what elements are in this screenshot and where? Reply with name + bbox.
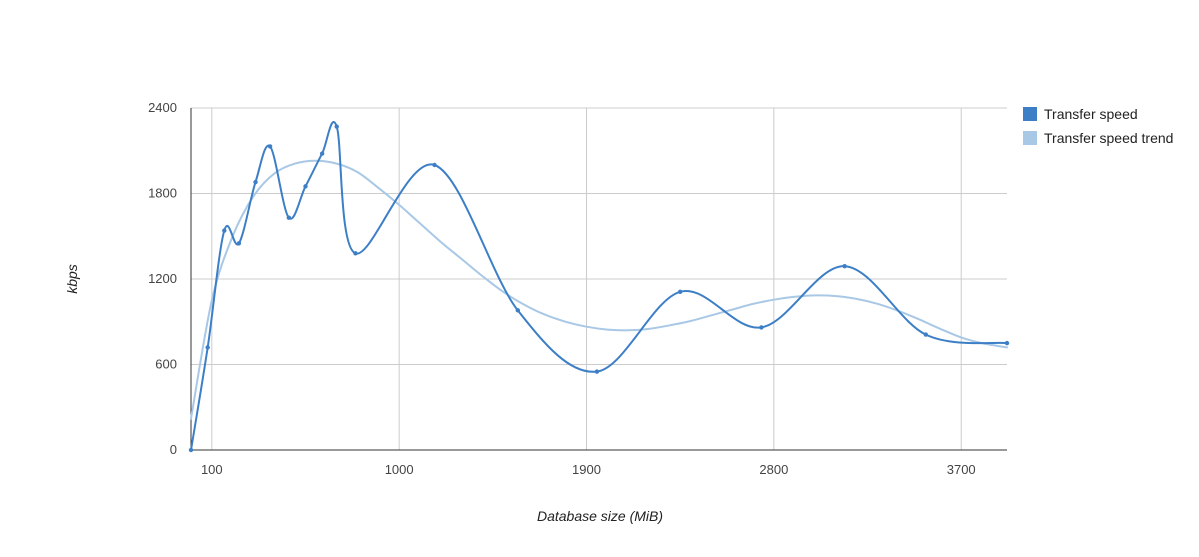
tick-labels: 0 600 1200 1800 2400 100 1000 1900 2800 3700 (148, 100, 976, 477)
transfer-speed-point (205, 345, 210, 350)
transfer-speed-point (1004, 340, 1010, 346)
x-tick-label: 1000 (385, 462, 414, 477)
transfer-speed-point (286, 215, 292, 220)
transfer-speed-point (594, 369, 600, 374)
transfer-speed-point (319, 151, 325, 156)
transfer-speed-point (267, 144, 273, 149)
transfer-speed-point (759, 325, 764, 330)
transfer-speed-point (923, 332, 929, 337)
x-tick-label: 1900 (572, 462, 601, 477)
y-tick-label: 2400 (148, 100, 177, 115)
legend-swatch (1023, 107, 1037, 121)
grid (191, 107, 1007, 450)
y-tick-label: 1800 (148, 186, 177, 201)
legend-swatch (1023, 131, 1037, 145)
x-tick-label: 2800 (759, 462, 788, 477)
transfer-speed-point (334, 124, 339, 129)
legend-item-transfer-speed-trend: Transfer speed trend (1023, 130, 1173, 146)
x-tick-label: 100 (201, 462, 223, 477)
y-tick-label: 600 (155, 357, 177, 372)
y-axis-title: kbps (64, 264, 80, 294)
y-tick-label: 1200 (148, 271, 177, 286)
y-tick-label: 0 (170, 442, 177, 457)
transfer-speed-trend-line (190, 159, 1008, 420)
transfer-speed-point (253, 179, 258, 185)
legend-item-transfer-speed: Transfer speed (1023, 106, 1138, 122)
legend-label: Transfer speed (1044, 106, 1138, 122)
transfer-speed-line (190, 121, 1008, 451)
series-layer (188, 121, 1010, 453)
x-tick-label: 3700 (947, 462, 976, 477)
axes (190, 108, 1007, 451)
transfer-speed-point (236, 241, 242, 246)
series-transfer-speed-trend (190, 159, 1008, 420)
transfer-speed-point (515, 308, 521, 313)
transfer-speed-point (303, 184, 308, 189)
transfer-speed-point (432, 162, 437, 168)
series-transfer-speed (188, 121, 1010, 453)
transfer-speed-point (188, 447, 194, 453)
transfer-speed-point (677, 289, 683, 295)
x-axis-title: Database size (MiB) (537, 508, 663, 524)
legend: Transfer speed Transfer speed trend (1023, 106, 1173, 146)
transfer-speed-point (222, 228, 227, 233)
transfer-speed-point (353, 251, 358, 256)
legend-label: Transfer speed trend (1044, 130, 1173, 146)
transfer-speed-point (842, 263, 847, 269)
